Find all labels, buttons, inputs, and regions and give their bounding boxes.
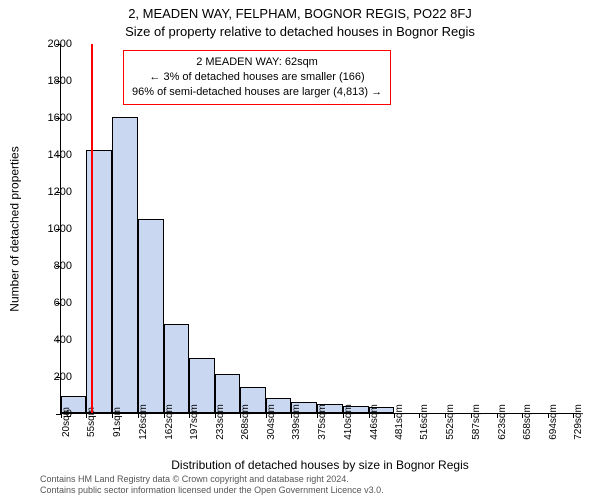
xtick-label: 552sqm bbox=[445, 404, 456, 440]
annotation-line: 96% of semi-detached houses are larger (… bbox=[132, 85, 382, 100]
xtick-label: 197sqm bbox=[189, 404, 200, 440]
xtick-label: 126sqm bbox=[138, 404, 149, 440]
ytick-label: 1200 bbox=[48, 186, 72, 198]
xtick-label: 339sqm bbox=[291, 404, 302, 440]
xtick-label: 729sqm bbox=[573, 404, 584, 440]
xtick-label: 304sqm bbox=[266, 404, 277, 440]
histogram-plot: 20sqm55sqm91sqm126sqm162sqm197sqm233sqm2… bbox=[60, 44, 580, 414]
annotation-box: 2 MEADEN WAY: 62sqm← 3% of detached hous… bbox=[123, 50, 391, 105]
histogram-bar bbox=[164, 324, 189, 413]
xtick-label: 268sqm bbox=[240, 404, 251, 440]
title-subtitle: Size of property relative to detached ho… bbox=[0, 24, 600, 39]
xtick-label: 623sqm bbox=[497, 404, 508, 440]
histogram-bar bbox=[112, 117, 137, 413]
ytick-label: 2000 bbox=[48, 38, 72, 50]
xtick-label: 91sqm bbox=[112, 407, 123, 437]
ytick-label: 1800 bbox=[48, 75, 72, 87]
ytick-label: 0 bbox=[66, 408, 72, 420]
xtick-label: 658sqm bbox=[522, 404, 533, 440]
x-axis-label: Distribution of detached houses by size … bbox=[60, 458, 580, 472]
xtick-label: 694sqm bbox=[548, 404, 559, 440]
ytick-label: 1600 bbox=[48, 112, 72, 124]
xtick-label: 162sqm bbox=[164, 404, 175, 440]
histogram-bar bbox=[138, 219, 164, 413]
ytick-label: 1000 bbox=[48, 223, 72, 235]
ytick-label: 800 bbox=[54, 260, 72, 272]
xtick-label: 446sqm bbox=[369, 404, 380, 440]
title-address: 2, MEADEN WAY, FELPHAM, BOGNOR REGIS, PO… bbox=[0, 6, 600, 21]
ytick-label: 200 bbox=[54, 371, 72, 383]
xtick-label: 481sqm bbox=[394, 404, 405, 440]
property-marker-line bbox=[91, 44, 93, 413]
ytick-label: 600 bbox=[54, 297, 72, 309]
ytick-label: 1400 bbox=[48, 149, 72, 161]
xtick-label: 587sqm bbox=[471, 404, 482, 440]
y-axis-label: Number of detached properties bbox=[8, 44, 22, 414]
xtick-label: 410sqm bbox=[343, 404, 354, 440]
annotation-line: 2 MEADEN WAY: 62sqm bbox=[132, 55, 382, 70]
xtick-label: 516sqm bbox=[419, 404, 430, 440]
annotation-line: ← 3% of detached houses are smaller (166… bbox=[132, 70, 382, 85]
xtick-label: 375sqm bbox=[317, 404, 328, 440]
ytick-label: 400 bbox=[54, 334, 72, 346]
footer-attribution: Contains HM Land Registry data © Crown c… bbox=[40, 474, 384, 496]
histogram-bar bbox=[86, 150, 112, 413]
xtick-label: 233sqm bbox=[215, 404, 226, 440]
